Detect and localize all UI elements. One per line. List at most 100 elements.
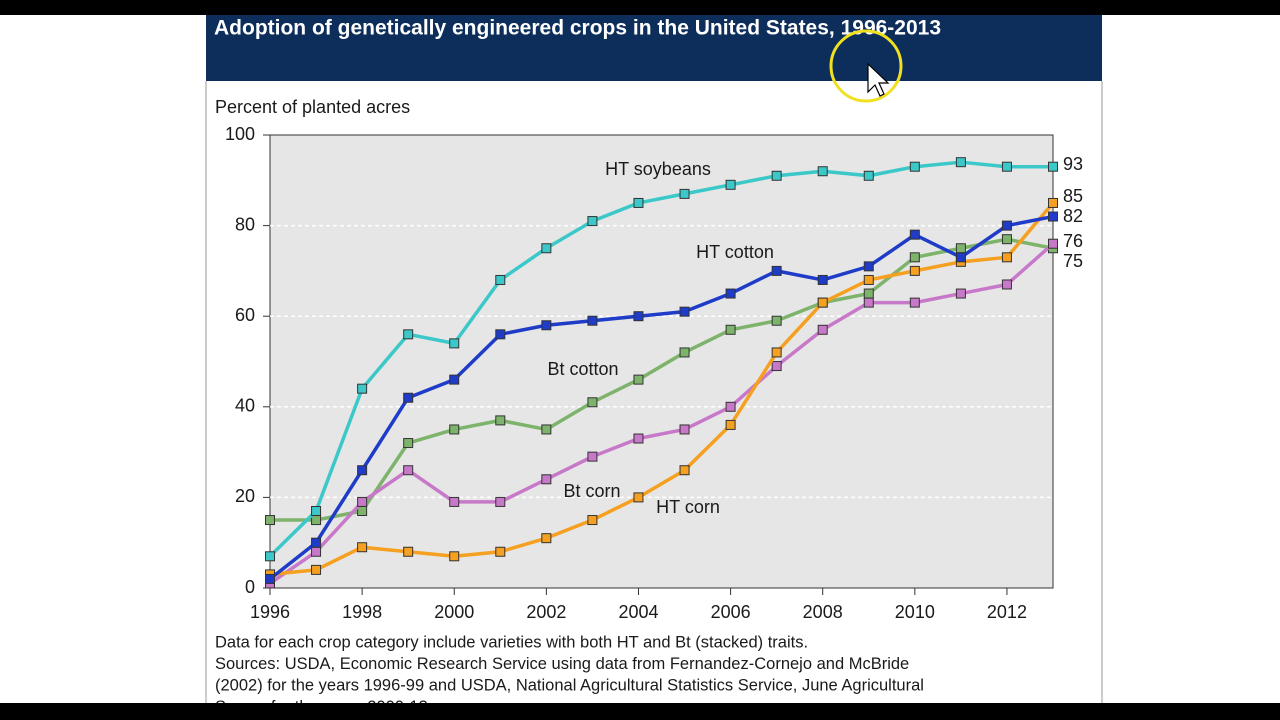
point [679, 306, 690, 317]
end-value-label: 93 [1063, 154, 1083, 174]
point [1001, 279, 1012, 290]
point [725, 401, 736, 412]
point [771, 315, 782, 326]
letterbox-bottom [0, 703, 1280, 720]
point [955, 243, 966, 254]
point [541, 320, 552, 331]
point [311, 515, 322, 526]
point [771, 170, 782, 181]
point [449, 374, 460, 385]
series-line [268, 214, 1054, 581]
y-tick-label: 20 [235, 486, 255, 506]
point [541, 424, 552, 435]
point [449, 496, 460, 507]
point [1048, 211, 1058, 222]
x-tick-label: 2004 [618, 602, 658, 622]
point [1048, 161, 1058, 172]
end-value-label: 75 [1063, 251, 1083, 271]
point [587, 397, 598, 408]
y-tick-label: 0 [245, 577, 255, 597]
point [679, 424, 690, 435]
point [311, 546, 322, 557]
point [495, 546, 506, 557]
point [817, 297, 828, 308]
point [541, 533, 552, 544]
x-tick-label: 2006 [711, 602, 751, 622]
point [633, 311, 644, 322]
point [633, 492, 644, 503]
series-label: HT soybeans [605, 159, 711, 179]
point [1048, 197, 1058, 208]
point [403, 438, 414, 449]
point [863, 288, 874, 299]
point [357, 542, 368, 553]
point [587, 315, 598, 326]
point [955, 288, 966, 299]
series-label: Bt corn [563, 481, 620, 501]
point [1001, 252, 1012, 263]
end-value-label: 85 [1063, 186, 1083, 206]
point [771, 347, 782, 358]
series-label: Bt cotton [547, 359, 618, 379]
point [587, 515, 598, 526]
y-tick-label: 60 [235, 305, 255, 325]
point [909, 265, 920, 276]
point [725, 419, 736, 430]
note-line: Sources: USDA, Economic Research Service… [215, 655, 909, 673]
point [909, 229, 920, 240]
point [357, 383, 368, 394]
point [955, 252, 966, 263]
y-tick-label: 100 [225, 124, 255, 144]
point [817, 274, 828, 285]
point [449, 424, 460, 435]
plot-area [269, 134, 1054, 589]
series-line [269, 201, 1055, 577]
x-tick-label: 1996 [250, 602, 290, 622]
point [863, 274, 874, 285]
point [771, 265, 782, 276]
point [403, 329, 414, 340]
series-label: HT corn [656, 497, 720, 517]
point [863, 170, 874, 181]
x-tick-label: 2008 [803, 602, 843, 622]
point [679, 465, 690, 476]
point [1001, 161, 1012, 172]
cursor [867, 62, 890, 97]
point [403, 392, 414, 403]
x-tick-label: 2002 [526, 602, 566, 622]
point [587, 451, 598, 462]
point [495, 496, 506, 507]
point [725, 324, 736, 335]
point [909, 161, 920, 172]
point [909, 297, 920, 308]
series-line [270, 237, 1054, 522]
point [633, 374, 644, 385]
point [541, 243, 552, 254]
point [403, 465, 414, 476]
point [495, 415, 506, 426]
note-line: (2002) for the years 1996-99 and USDA, N… [215, 676, 924, 694]
point [587, 216, 598, 227]
point [817, 324, 828, 335]
point [725, 179, 736, 190]
point [679, 188, 690, 199]
cursor-highlight [829, 29, 903, 103]
point [633, 197, 644, 208]
point [863, 261, 874, 272]
point [541, 474, 552, 485]
point [1001, 220, 1012, 231]
y-axis-label: Percent of planted acres [215, 97, 410, 117]
point [495, 329, 506, 340]
point [725, 288, 736, 299]
point [449, 338, 460, 349]
point [311, 505, 322, 516]
point [909, 252, 920, 263]
point [817, 166, 828, 177]
point [311, 564, 322, 575]
notes: Data for each crop category include vari… [215, 633, 924, 716]
title-bar [206, 15, 1102, 81]
series-label: HT cotton [696, 242, 774, 262]
x-tick-label: 2000 [434, 602, 474, 622]
